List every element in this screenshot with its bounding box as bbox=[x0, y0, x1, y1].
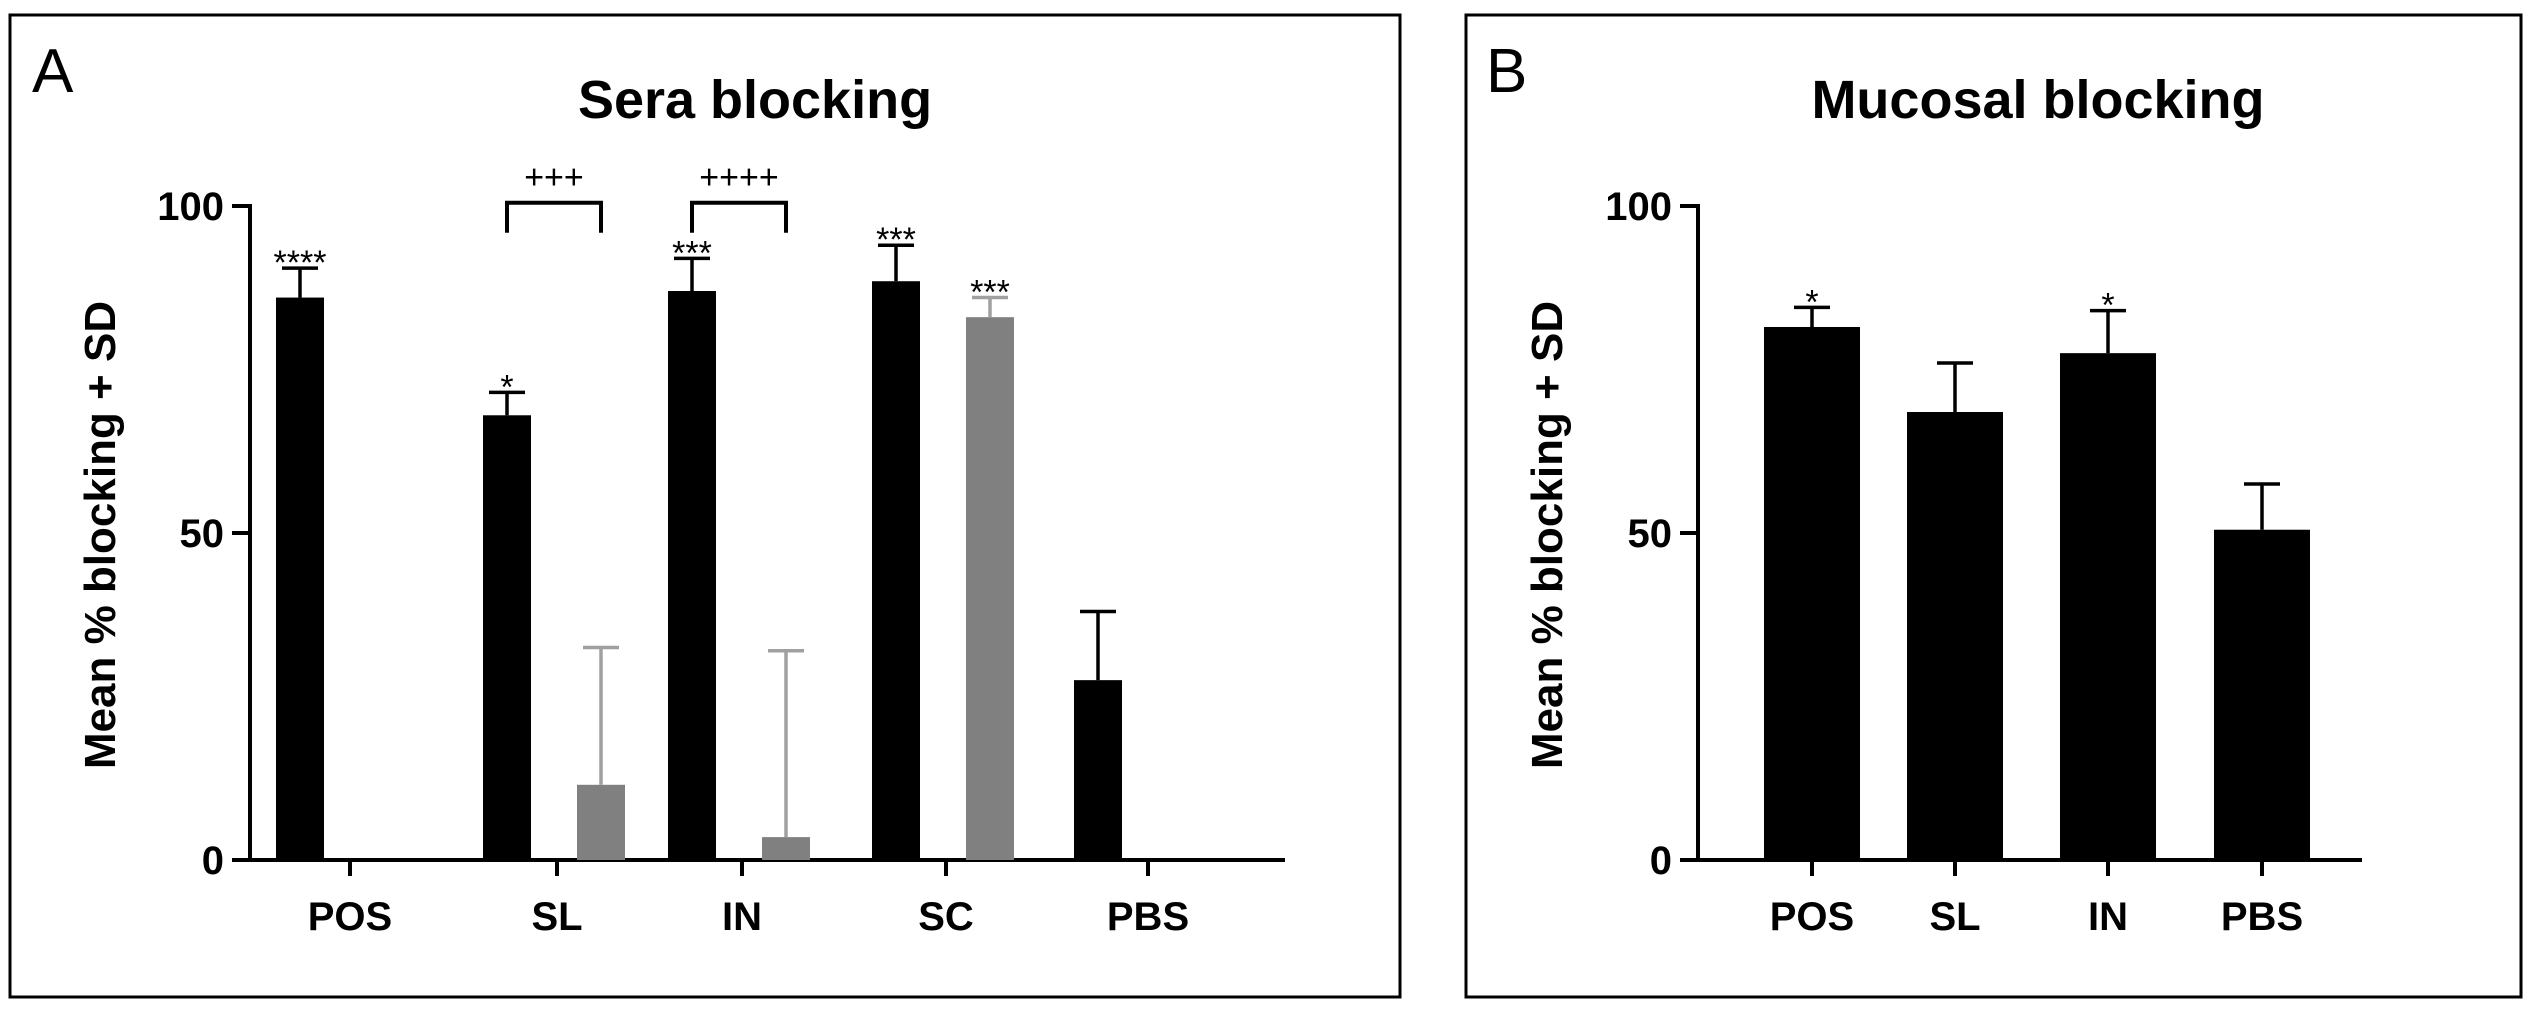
x-tick-label: IN bbox=[2088, 895, 2128, 939]
bar bbox=[483, 415, 531, 860]
bar bbox=[1764, 326, 1860, 860]
y-tick-label: 0 bbox=[1650, 839, 1672, 883]
bar bbox=[668, 291, 716, 860]
x-tick-label: POS bbox=[1770, 895, 1854, 939]
significance-label: *** bbox=[876, 221, 916, 259]
comparison-label: ++++ bbox=[699, 159, 778, 197]
significance-label: *** bbox=[672, 234, 712, 272]
panel-a-title: Sera blocking bbox=[578, 70, 932, 130]
bar bbox=[966, 317, 1014, 860]
comparison-label: +++ bbox=[524, 159, 584, 197]
significance-label: * bbox=[1805, 283, 1818, 321]
panel-a-frame bbox=[8, 13, 1402, 999]
y-tick-label: 100 bbox=[157, 185, 224, 229]
bar bbox=[1907, 412, 2003, 860]
panel-b-frame bbox=[1464, 13, 2523, 999]
panel-a-y-axis-label: Mean % blocking + SD bbox=[76, 301, 125, 769]
y-tick-label: 50 bbox=[1628, 512, 1673, 556]
panel-b-plot: 0 50 100 POS SL IN PBS * * bbox=[1605, 185, 2362, 939]
x-tick-label: PBS bbox=[1107, 895, 1189, 939]
x-tick-label: SL bbox=[1929, 895, 1980, 939]
bar bbox=[2214, 529, 2310, 860]
panel-b-letter: B bbox=[1486, 37, 1527, 106]
comparison-bracket bbox=[690, 200, 788, 233]
panel-b-title: Mucosal blocking bbox=[1811, 70, 2264, 130]
significance-label: **** bbox=[274, 244, 327, 282]
y-tick-label: 100 bbox=[1605, 185, 1672, 229]
x-tick-label: POS bbox=[308, 895, 392, 939]
panel-b: B Mucosal blocking Mean % blocking + SD … bbox=[1464, 13, 2523, 999]
bar bbox=[276, 297, 324, 860]
significance-label: * bbox=[500, 368, 513, 406]
panel-b-y-axis-label: Mean % blocking + SD bbox=[1523, 301, 1572, 769]
panel-a-letter: A bbox=[32, 37, 74, 106]
comparison-bracket bbox=[505, 200, 603, 233]
significance-label: * bbox=[2101, 287, 2114, 325]
x-tick-label: SC bbox=[918, 895, 974, 939]
bar bbox=[762, 837, 810, 860]
bar bbox=[2060, 353, 2156, 860]
y-tick-label: 0 bbox=[202, 839, 224, 883]
x-tick-label: IN bbox=[722, 895, 762, 939]
significance-label: *** bbox=[970, 274, 1010, 312]
bar bbox=[872, 281, 920, 861]
bar bbox=[577, 784, 625, 860]
panel-a: A Sera blocking Mean % blocking + SD 0 50… bbox=[8, 13, 1402, 999]
y-tick-label: 50 bbox=[180, 512, 225, 556]
x-tick-label: SL bbox=[531, 895, 582, 939]
bar bbox=[1074, 680, 1122, 860]
x-tick-label: PBS bbox=[2221, 895, 2303, 939]
